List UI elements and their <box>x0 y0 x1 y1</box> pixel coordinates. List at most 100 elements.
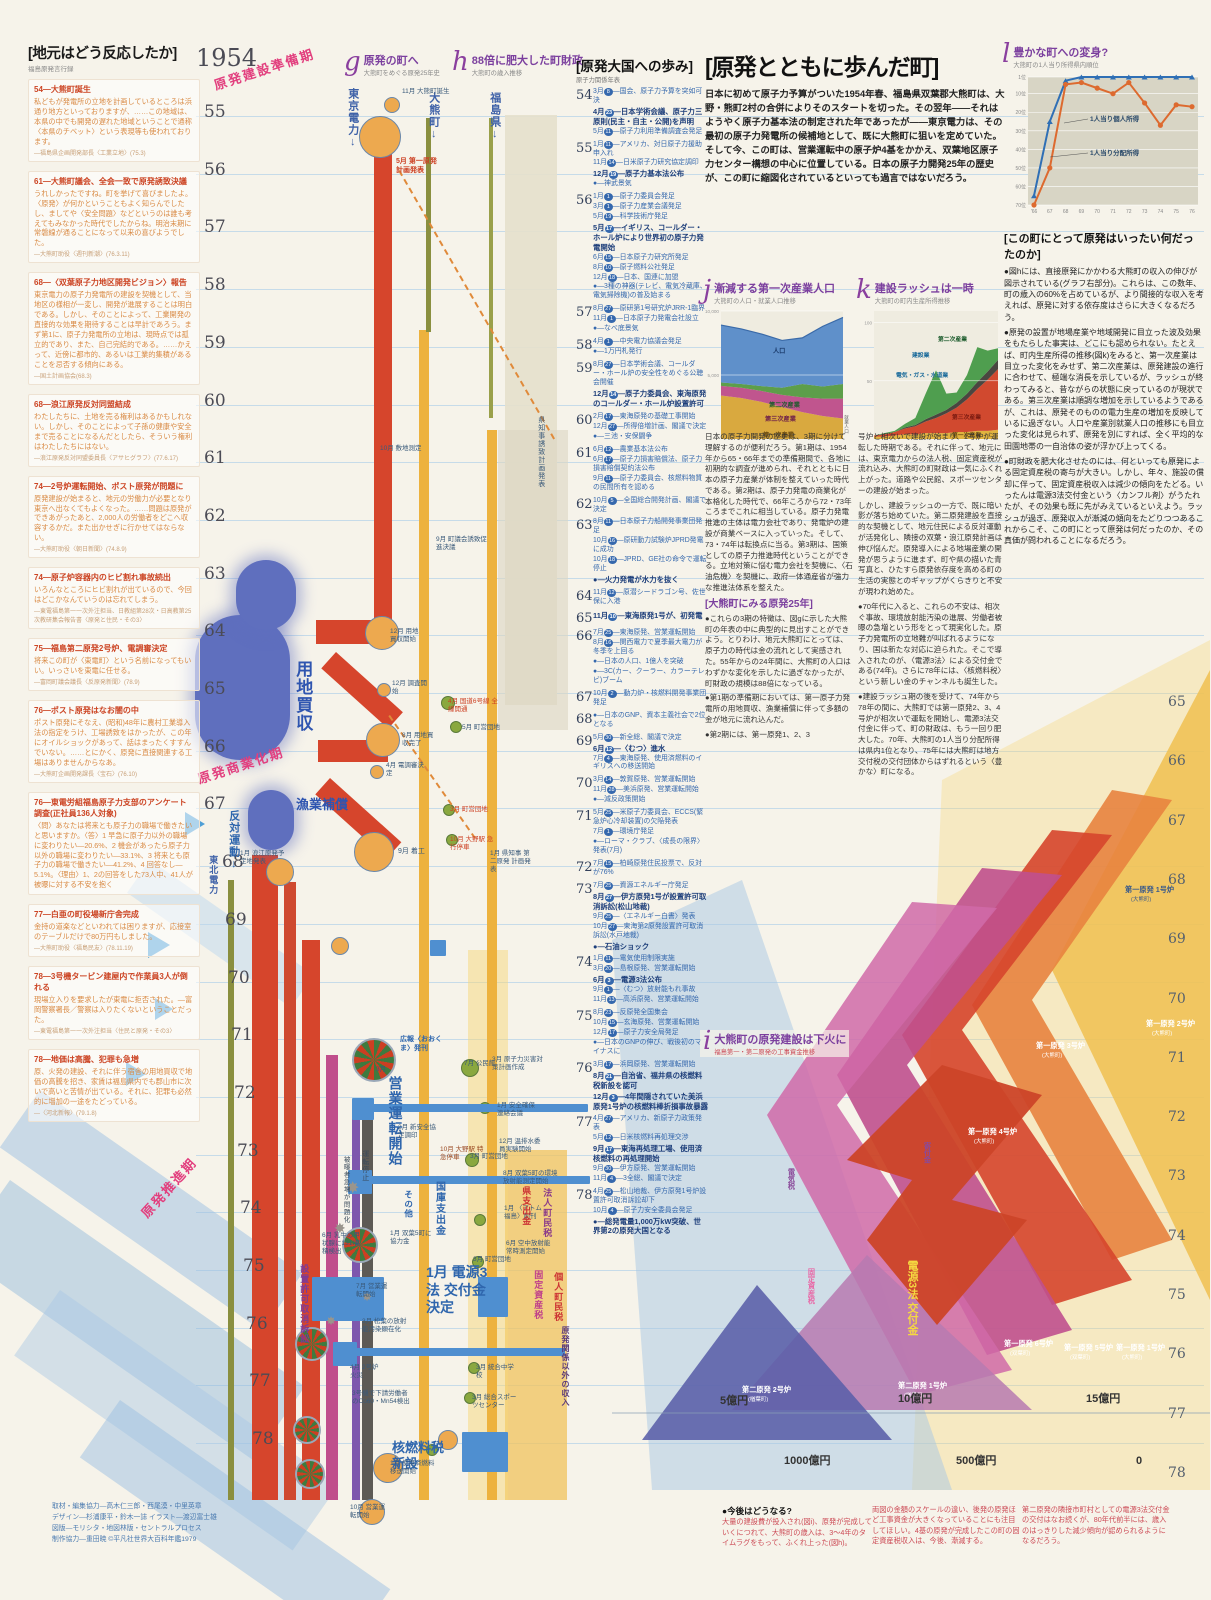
year-label-left: 66 <box>204 736 226 757</box>
year-label-left: 73 <box>237 1140 259 1161</box>
quote-block-title: 77—白亜の町役場新庁舎完成 <box>34 910 139 920</box>
flow-label: 1月 双葉5町に協力金 <box>390 1230 432 1246</box>
civic-facility-node <box>472 1256 484 1268</box>
quote-block: 78—3号機タービン建屋内で作業員3人が倒れる 現場立入りを要求したが東電に拒否さ… <box>28 966 200 1040</box>
timeline-entry: 10月 2 —動力炉・核燃料開発事業団発足 <box>593 689 707 706</box>
civic-facility-node <box>450 721 462 733</box>
chart-header: l 豊かな町への変身? 大熊町の1人当り所得県内順位 <box>1002 41 1202 69</box>
flow-label: 3月 統合中学校 <box>476 1364 514 1380</box>
day-circle: 14 <box>607 159 617 168</box>
quote-blocks: 54—大熊町誕生 私どもが発電所の立地を計画しているところは浜通り地方といっており… <box>28 79 200 1122</box>
day-circle: 17 <box>607 1029 617 1038</box>
flow-label: 10月 営業運転開始 <box>350 1504 386 1520</box>
day-circle: 18 <box>607 556 617 565</box>
land-purchase-blob <box>248 790 294 850</box>
timeline-entry: 11月 1 —日本原子力発電会社設立 <box>593 315 699 324</box>
svg-text:10位: 10位 <box>1015 91 1026 98</box>
timeline-entry: 8月10—原子燃料公社発足 <box>593 263 675 272</box>
svg-text:(楢葉町): (楢葉町) <box>904 1391 924 1399</box>
flow-label: 国庫支出金 <box>433 1181 445 1236</box>
svg-text:(大熊町): (大熊町) <box>1131 895 1151 903</box>
timeline-year-number: 69 <box>576 733 593 749</box>
day-circle: 19 <box>608 171 618 180</box>
day-circle: 17 <box>603 412 613 421</box>
year-label-left: 57 <box>204 217 226 238</box>
day-circle: 12 <box>604 745 614 754</box>
flow-label: 3月 町営団地 <box>450 806 488 813</box>
timeline-entry: 8月27—原研第1号研究炉JRR-1臨界 <box>593 305 705 314</box>
year-label-right: 66 <box>1168 753 1186 770</box>
day-circle: 25 <box>603 809 613 818</box>
chart-subtitle: 大熊町の人口・就業人口推移 <box>714 298 796 305</box>
timeline-entry: ●—火力発電が水力を抜く <box>593 575 679 585</box>
gridline <box>196 635 1204 637</box>
year-label-left: 60 <box>204 390 226 411</box>
event-node-circle <box>370 765 384 779</box>
year-label-right: 76 <box>1168 1346 1186 1363</box>
quote-block-source: —富岡町議会議長〈反原発新聞〉(78.9) <box>34 680 140 686</box>
chart-title: 豊かな町への変身? <box>1013 47 1109 59</box>
timeline-entry: 6月12—〈むつ〉進水 <box>593 743 666 754</box>
timeline-entry: 2月17—東海原発の基礎工事開始 <box>593 412 696 421</box>
day-circle: 15 <box>603 253 613 262</box>
gridline <box>196 346 1204 348</box>
day-circle: 16 <box>603 638 613 647</box>
day-circle: 8 <box>603 88 613 96</box>
timeline-entry: 8月27—伊方原発1号が設置許可取消訴訟(松山地裁) <box>593 892 707 912</box>
event-node-circle <box>354 832 394 872</box>
svg-text:人口: 人口 <box>773 347 785 355</box>
timeline-entry: 10月16—原研動力試験炉JPRD発電に成功 <box>593 537 704 554</box>
quote-block: 77—白亜の町役場新庁舎完成 金持の道楽などといわれては困りますが、応接室のテーブ… <box>28 904 200 958</box>
svg-text:第一次産業: 第一次産業 <box>762 431 795 439</box>
flow-label: 3月 <box>376 1066 387 1073</box>
timeline-year-number: 74 <box>576 955 593 971</box>
quote-block-body: 現場立入りを要求したが東電に拒否された。—富岡警察署長／警察は入りたくないという… <box>34 995 193 1024</box>
quote-block-body: いろんなところにヒビ割れが出ているので、今回はどこかなんていうのは忘れてしまう。 <box>34 585 192 605</box>
day-circle: 25 <box>603 882 613 891</box>
quote-block-title: 74—2号炉運転開始、ポスト原発が問題に <box>34 481 184 491</box>
day-circle: 27 <box>604 894 614 903</box>
quote-block: 76—東電労組福島原子力支部のアンケート調査(正社員136人対象) 〈問〉あなたは… <box>28 791 200 896</box>
year-label-left: 61 <box>204 448 226 469</box>
quote-block-title: 78—3号機タービン建屋内で作業員3人が倒れる <box>34 972 188 993</box>
timeline-entry: 6月17—原子力損害賠償法、原子力損害賠償契約法公布 <box>593 455 703 472</box>
svg-text:第三次産業: 第三次産業 <box>764 415 797 423</box>
bottom-note-body: 両図の金額のスケールの違い、後発の原発ほど工事資金が大きくなっていることにも注目… <box>872 1505 1020 1546</box>
timeline-entry: ●—神武景気 <box>593 180 632 188</box>
wash <box>505 1150 567 1500</box>
timeline-year-number: 54 <box>576 88 593 103</box>
day-circle: 1 <box>603 203 613 212</box>
svg-text:76: 76 <box>1189 209 1195 215</box>
chart-income-rank: l 豊かな町への変身? 大熊町の1人当り所得県内順位 1位 10位 20位 30位 40位 50… <box>1002 41 1202 242</box>
chart-letter: k <box>856 275 872 305</box>
svg-text:50位: 50位 <box>1015 165 1026 172</box>
year-label-left: 71 <box>231 1025 253 1046</box>
timeline-entry: ●—三池・安保闘争 <box>593 432 653 440</box>
year-label-left: 59 <box>204 332 226 353</box>
chart-titles: 漸減する第一次産業人口 大熊町の人口・就業人口推移 <box>714 280 835 305</box>
quote-block-title: 61—大熊町議会、全会一致で原発誘致決議 <box>34 176 187 186</box>
chart-production-income: k 建設ラッシュは一時 大熊町の町内生産所得推移 50 100 第二次産業 建設業 電気・ガス… <box>856 275 1006 460</box>
day-circle: 1 <box>603 193 613 202</box>
timeline-year-row: 66 7月25—東海原発、営業運転開始 8月16—関西電力で夏季最大電力が冬季を上回… <box>576 628 708 687</box>
event-node-circle <box>365 616 399 650</box>
flow-bar <box>426 118 431 332</box>
civic-facility-node <box>446 834 458 846</box>
timeline-year-entries: 8月27—日本学術会議、コールダー・ホール炉の安全性をめぐる公聴会開催 12月14… <box>593 361 708 410</box>
timeline-entry: ●—日本の人口、1億人を突破 <box>593 657 684 665</box>
day-circle: 11 <box>603 140 613 149</box>
year-label-left: 62 <box>204 505 226 526</box>
gridline <box>196 519 1204 521</box>
essay-paragraph: ●建設ラッシュ期の後を受けて、74年から78年の間に、大熊町では第一原発2、3、… <box>858 691 1003 777</box>
timeline-year-row: 74 1月 11 —電気使用制限実施 3月20—島根原発、営業運転開始 6月 3 —電源3法公… <box>576 955 708 1006</box>
day-circle: 12 <box>607 588 617 597</box>
chart-population: j 漸減する第一次産業人口 大熊町の人口・就業人口推移 5,000 10,000 人口 第二… <box>703 277 851 460</box>
day-circle: 30 <box>603 1164 613 1173</box>
gridline <box>196 462 1204 464</box>
gridline <box>196 173 1204 175</box>
flow-label: 8月 用地買収完了 <box>402 732 434 748</box>
timeline-entry: 8月16—関西電力で夏季最大電力が冬季を上回る <box>593 638 703 655</box>
timeline-entry: 8月21—自治省、福井県の核燃料税新設を認可 <box>593 1070 703 1090</box>
svg-text:60位: 60位 <box>1015 183 1026 190</box>
flow-label: 固定資産税 <box>533 1270 544 1320</box>
